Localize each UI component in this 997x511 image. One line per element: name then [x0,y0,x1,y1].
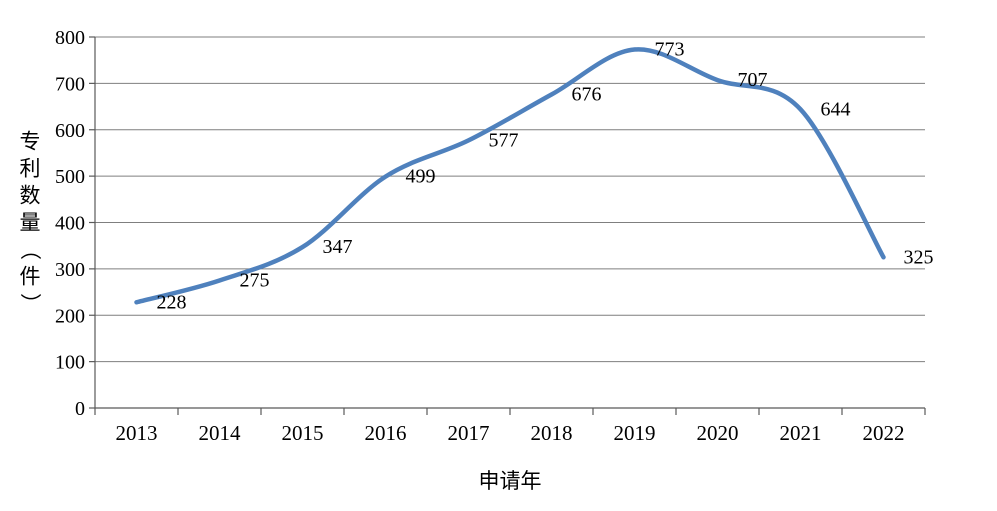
y-axis-title-char-3: 量 [20,211,41,235]
x-tick-label-2013: 2013 [116,421,158,445]
data-label-2019: 773 [655,39,685,61]
x-tick-label-2015: 2015 [282,421,324,445]
y-tick-label-100: 100 [55,352,85,374]
data-label-2013: 228 [157,291,187,313]
x-tick-label-2014: 2014 [199,421,242,445]
y-axis-title-char-0: 专 [20,130,41,154]
x-tick-label-2021: 2021 [780,421,822,445]
y-tick-label-200: 200 [55,305,85,327]
y-tick-label-300: 300 [55,259,85,281]
y-tick-label-0: 0 [75,398,85,420]
y-tick-label-800: 800 [55,27,85,49]
y-axis-title-char-5: 件 [20,265,41,289]
data-label-2018: 676 [572,84,602,106]
data-label-2014: 275 [240,269,270,291]
data-label-2020: 707 [738,69,768,91]
series-line-专利数量 [134,47,886,305]
y-tick-label-600: 600 [55,120,85,142]
data-label-2022: 325 [904,246,934,268]
data-label-2021: 644 [821,98,851,120]
y-axis-title-char-1: 利 [20,157,41,181]
x-tick-label-2019: 2019 [614,421,656,445]
y-tick-label-700: 700 [55,73,85,95]
y-axis-title-char-2: 数 [20,184,41,208]
y-tick-label-400: 400 [55,213,85,235]
x-tick-label-2020: 2020 [697,421,739,445]
x-tick-label-2016: 2016 [365,421,407,445]
x-tick-label-2018: 2018 [531,421,573,445]
y-axis-title-char-4: （ [18,239,42,260]
x-tick-label-2017: 2017 [448,421,490,445]
x-tick-label-2022: 2022 [863,421,905,445]
x-axis-title: 申请年 [479,469,542,493]
data-label-2015: 347 [323,236,353,258]
y-tick-label-500: 500 [55,166,85,188]
y-axis-title-char-6: ） [18,293,42,314]
data-label-2017: 577 [489,129,519,151]
data-label-2016: 499 [406,166,436,188]
